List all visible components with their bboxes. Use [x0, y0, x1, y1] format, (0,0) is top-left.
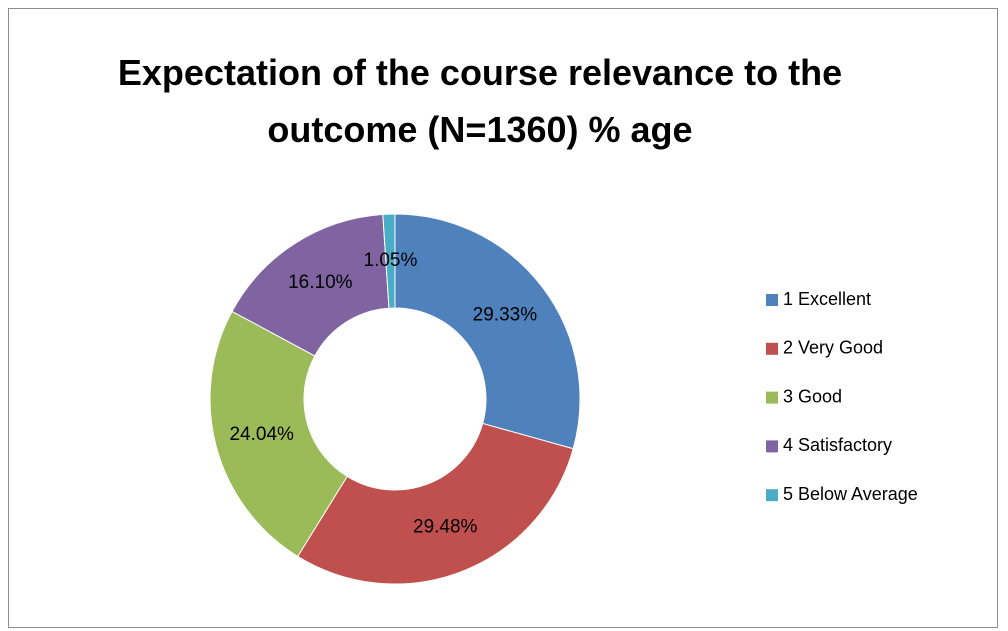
legend-label: 5 Below Average	[783, 484, 918, 504]
legend-label: 1 Excellent	[783, 289, 871, 309]
donut-slice	[209, 310, 348, 558]
data-label: 1.05%	[364, 250, 418, 271]
data-label: 24.04%	[229, 424, 294, 445]
donut-slice	[297, 422, 574, 585]
data-label: 29.33%	[473, 305, 538, 326]
donut-slice	[382, 213, 396, 309]
legend-swatch	[766, 489, 778, 502]
data-label: 16.10%	[288, 272, 353, 293]
legend-swatch	[766, 440, 778, 453]
legend-swatch	[766, 294, 778, 306]
data-label: 29.48%	[413, 517, 478, 538]
chart-frame	[8, 8, 998, 628]
legend-swatch	[766, 391, 778, 404]
legend-label: 2 Very Good	[783, 338, 883, 358]
chart-title: Expectation of the course relevance to t…	[117, 52, 843, 150]
legend-label: 3 Good	[783, 386, 842, 406]
legend-swatch	[766, 342, 778, 355]
donut-slice	[231, 213, 390, 357]
donut-slice	[394, 213, 581, 450]
legend-label: 4 Satisfactory	[783, 435, 892, 455]
